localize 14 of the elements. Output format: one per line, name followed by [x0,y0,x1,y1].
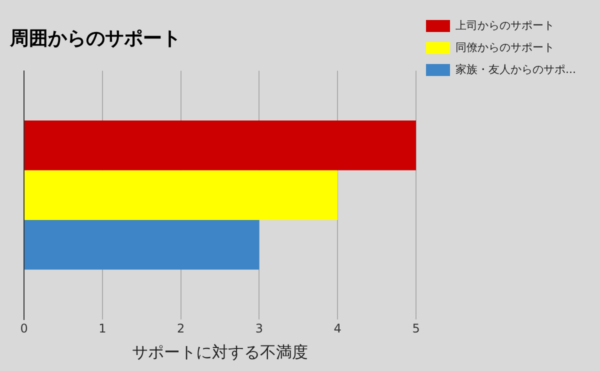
x-tick-label: 4 [334,322,342,336]
x-tick-label: 3 [255,322,264,336]
x-tick-label: 1 [98,322,106,336]
legend-label: 家族・友人からのサポ... [456,62,576,76]
legend-label: 同僚からのサポート [456,40,555,54]
chart-title: 周囲からのサポート [9,27,181,50]
legend-label: 上司からのサポート [456,18,555,32]
bar [24,220,260,270]
x-tick-label: 0 [20,322,28,336]
x-tick-label: 5 [412,322,420,336]
x-axis-title: サポートに対する不満度 [132,342,308,362]
bar [24,120,416,170]
x-tick-label: 2 [176,322,185,336]
bar [24,170,338,220]
